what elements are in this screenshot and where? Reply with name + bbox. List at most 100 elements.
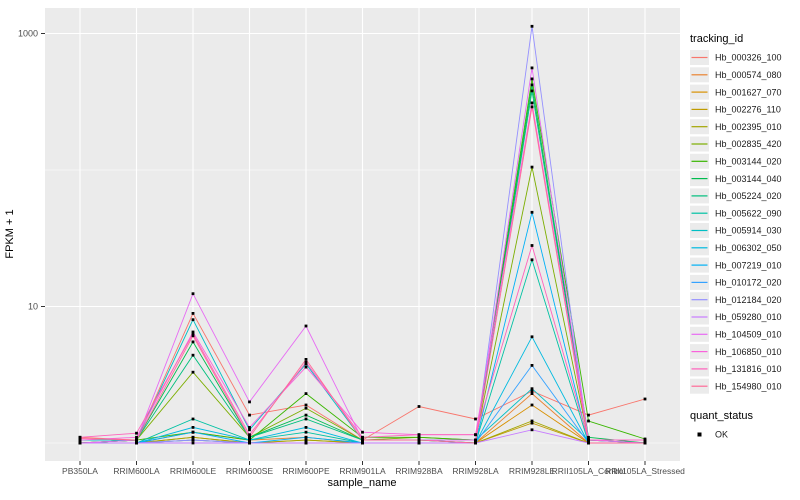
data-point-Hb_005914_030	[248, 428, 251, 432]
data-point-Hb_007219_010	[191, 430, 195, 434]
data-point-Hb_154980_010	[417, 438, 421, 442]
data-point-Hb_003144_020	[587, 419, 590, 423]
data-point-Hb_006302_050	[530, 335, 534, 339]
legend-entry-label: Hb_106850_010	[715, 347, 782, 357]
quant-status-legend-entry: OK	[690, 427, 728, 442]
data-point-Hb_012184_020	[191, 438, 195, 442]
data-point-Hb_000326_100	[417, 405, 421, 408]
legend-entry: Hb_002835_420	[690, 136, 782, 152]
y-axis-title: FPKM + 1	[4, 209, 16, 258]
data-point-Hb_003144_040	[191, 340, 195, 344]
data-point-Hb_106850_010	[530, 101, 534, 105]
legend-entry: Hb_007219_010	[690, 257, 782, 273]
data-point-Hb_003144_020	[304, 392, 308, 395]
legend-entry: Hb_012184_020	[690, 292, 782, 308]
data-point-Hb_059280_010	[417, 441, 421, 445]
legend-entry-label: Hb_002276_110	[715, 105, 781, 115]
legend-entry: Hb_005914_030	[690, 223, 782, 238]
legend-title: tracking_id	[690, 33, 743, 45]
legend-entry: Hb_001627_070	[690, 84, 782, 100]
data-point-Hb_131816_010	[304, 360, 308, 364]
legend-entry-label: Hb_003144_040	[715, 174, 782, 184]
data-point-Hb_005224_020	[304, 417, 308, 421]
data-point-Hb_154980_010	[135, 438, 138, 442]
data-point-Hb_005224_020	[191, 353, 195, 357]
data-point-Hb_005914_030	[304, 362, 308, 366]
data-point-Hb_104509_010	[248, 400, 251, 404]
data-point-Hb_001627_070	[530, 403, 534, 407]
data-point-Hb_106850_010	[361, 430, 364, 434]
data-point-Hb_002835_420	[191, 370, 195, 374]
legend-entry-label: Hb_001627_070	[715, 87, 782, 97]
legend-entry: Hb_106850_010	[690, 344, 782, 360]
data-point-Hb_007219_010	[530, 210, 534, 214]
gridline-layer	[45, 8, 680, 461]
data-point-Hb_131816_010	[361, 435, 364, 439]
data-point-Hb_104509_010	[191, 292, 195, 296]
data-point-Hb_000326_100	[248, 413, 251, 417]
data-point-Hb_002395_010	[304, 438, 308, 442]
data-point-Hb_012184_020	[530, 24, 534, 28]
legend-entry-label: Hb_154980_010	[715, 381, 782, 391]
legend-entry-label: Hb_003144_020	[715, 157, 782, 167]
data-point-Hb_059280_010	[135, 441, 138, 445]
data-point-Hb_131816_010	[135, 431, 138, 435]
data-point-Hb_059280_010	[248, 441, 251, 445]
data-point-Hb_131816_010	[191, 332, 195, 336]
data-point-Hb_104509_010	[304, 324, 308, 328]
data-point-Hb_154980_010	[361, 438, 364, 442]
data-point-Hb_104509_010	[474, 438, 477, 442]
data-point-Hb_005622_090	[191, 417, 195, 421]
x-tick-label: RRIM600PE	[282, 466, 330, 476]
data-point-Hb_104509_010	[530, 66, 534, 70]
x-tick-label: RRII105LA_Stressed	[605, 466, 685, 476]
data-point-Hb_104509_010	[78, 441, 82, 445]
data-point-Hb_131816_010	[530, 244, 534, 247]
quant-status-legend-layer: OK	[690, 427, 728, 442]
data-point-Hb_154980_010	[248, 435, 251, 439]
legend-entry: Hb_002395_010	[690, 119, 782, 135]
legend-entry-label: Hb_000326_100	[715, 53, 782, 63]
x-tick-label: RRIM928LE	[509, 466, 556, 476]
data-point-Hb_059280_010	[304, 441, 308, 445]
data-point-Hb_005622_090	[530, 258, 534, 262]
legend-entries-layer: Hb_000326_100 Hb_000574_080 Hb_001627_070 H…	[690, 50, 782, 394]
legend-entry: Hb_059280_010	[690, 309, 782, 325]
data-point-Hb_131816_010	[643, 438, 647, 442]
legend-entry: Hb_006302_050	[690, 240, 782, 256]
legend-entry-label: Hb_131816_010	[715, 364, 782, 374]
x-tick-label: RRIM901LA	[339, 466, 386, 476]
data-point-Hb_005622_090	[304, 430, 308, 434]
data-point-Hb_000326_100	[304, 403, 308, 407]
data-point-Hb_003144_020	[530, 77, 534, 81]
x-tick-label: RRIM600LA	[113, 466, 160, 476]
data-point-Hb_005914_030	[530, 387, 534, 391]
data-point-Hb_002835_420	[304, 406, 308, 410]
legend-entry: Hb_154980_010	[690, 378, 782, 394]
legend-entry: Hb_000326_100	[690, 50, 782, 65]
data-point-Hb_006302_050	[304, 426, 308, 429]
data-point-Hb_154980_010	[643, 441, 647, 445]
axis-layer: 1000 10 PB350LA RRIM600LA RRIM600LE RRIM600SE…	[18, 29, 685, 477]
legend-entry-label: Hb_104509_010	[715, 330, 782, 340]
data-point-Hb_007219_010	[304, 435, 308, 439]
data-point-Hb_000574_080	[530, 392, 534, 395]
data-point-Hb_006302_050	[248, 438, 251, 442]
legend-entry-label: Hb_012184_020	[715, 295, 782, 305]
data-point-Hb_000326_100	[643, 397, 647, 401]
data-point-Hb_003144_040	[530, 83, 534, 87]
x-tick-label: RRII105LA_Control	[552, 466, 626, 476]
y-tick-label: 10	[28, 302, 38, 312]
data-point-Hb_106850_010	[304, 365, 308, 369]
data-point-Hb_131816_010	[587, 438, 590, 442]
data-point-Hb_106850_010	[78, 438, 82, 442]
data-point-Hb_000326_100	[587, 413, 590, 417]
data-point-Hb_003144_040	[587, 435, 590, 439]
data-point-Hb_106850_010	[248, 426, 251, 429]
data-point-Hb_000326_100	[191, 312, 195, 315]
quant-status-entry-label: OK	[715, 430, 728, 440]
legend-entry-label: Hb_059280_010	[715, 312, 782, 322]
legend-entry: Hb_002276_110	[690, 101, 781, 117]
x-tick-label: RRIM600LE	[170, 466, 217, 476]
